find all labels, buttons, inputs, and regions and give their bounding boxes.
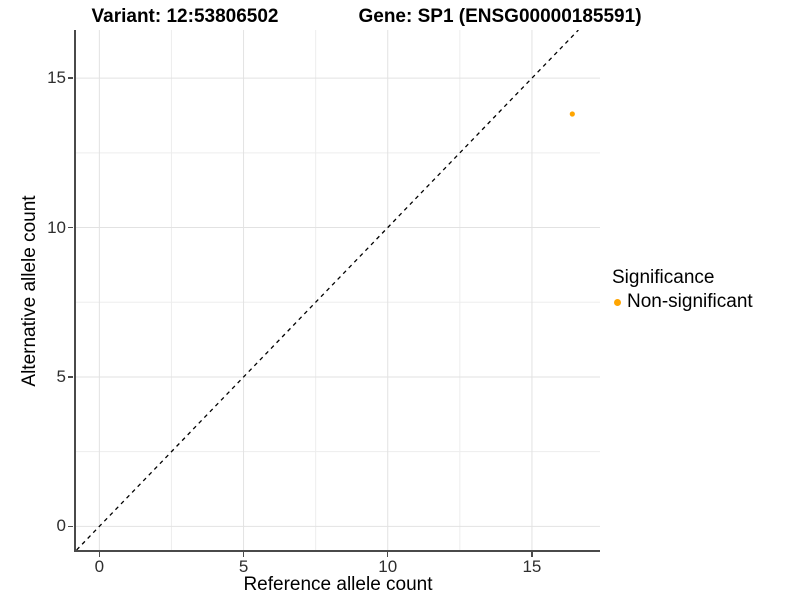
plot-title-variant: Variant: 12:53806502 bbox=[91, 6, 279, 27]
y-tick-label: 10 bbox=[47, 217, 66, 237]
y-tick-mark bbox=[68, 226, 73, 229]
plot-panel bbox=[74, 30, 600, 552]
x-tick-label: 5 bbox=[238, 557, 249, 576]
y-tick-mark bbox=[68, 525, 73, 528]
y-tick-label: 0 bbox=[56, 516, 66, 536]
x-tick-mark bbox=[531, 552, 533, 557]
legend-title: Significance bbox=[612, 267, 715, 288]
legend: Significance Non-significant bbox=[612, 266, 753, 314]
x-tick-label: 0 bbox=[94, 557, 105, 576]
y-tick-mark bbox=[68, 77, 73, 79]
x-tick-mark bbox=[386, 552, 389, 557]
plot-canvas bbox=[76, 30, 600, 550]
y-tick-label: 15 bbox=[47, 68, 66, 88]
x-axis-title: Reference allele count bbox=[243, 574, 433, 595]
legend-entry-non-significant: Non-significant bbox=[612, 290, 753, 314]
identity-line bbox=[76, 30, 579, 550]
legend-key-dot-icon bbox=[614, 298, 621, 306]
x-tick-label: 15 bbox=[522, 557, 542, 576]
data-point bbox=[569, 111, 575, 117]
x-tick-mark bbox=[242, 552, 245, 557]
plot-title-gene: Gene: SP1 (ENSG00000185591) bbox=[358, 6, 642, 27]
x-tick-mark bbox=[98, 552, 101, 557]
y-tick-mark bbox=[68, 376, 73, 378]
legend-entry-label: Non-significant bbox=[627, 291, 753, 312]
x-tick-label: 10 bbox=[378, 557, 398, 576]
y-tick-label: 5 bbox=[56, 366, 66, 386]
